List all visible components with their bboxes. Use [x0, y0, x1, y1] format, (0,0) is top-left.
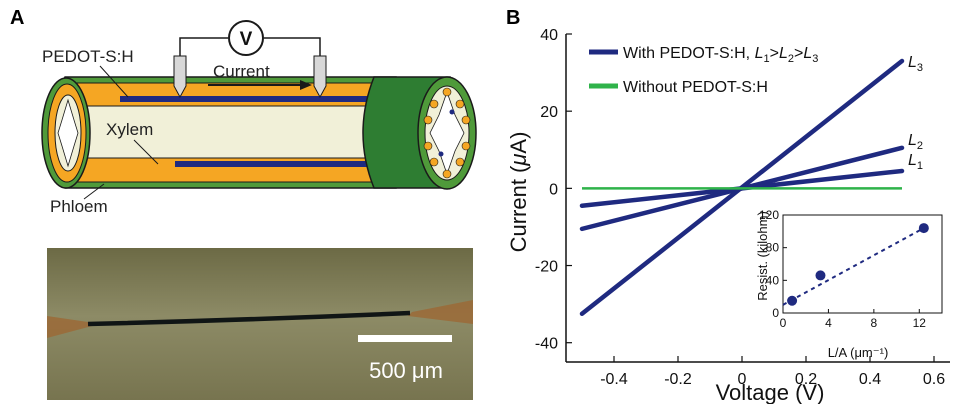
inset-frame — [782, 214, 943, 314]
curve-label-l1: L1 — [908, 152, 923, 172]
current-arrow-head — [300, 80, 312, 90]
inset-point — [787, 295, 798, 306]
legend-sub3: 3 — [812, 53, 818, 65]
inset-x-tick-label: 4 — [825, 316, 832, 330]
legend-gt1: > — [770, 45, 779, 62]
phloem-label: Phloem — [50, 197, 108, 216]
curve-label-l1-sub: 1 — [917, 160, 923, 172]
pedot-leader — [99, 65, 129, 98]
inset-y-tick-label: 40 — [766, 273, 780, 287]
inset-y-tick-label: 120 — [759, 208, 779, 222]
pedot-strip-bottom — [175, 161, 375, 167]
y-tick-label: 0 — [549, 181, 558, 198]
phloem-leader — [83, 183, 105, 200]
micrograph-pedot-wire — [87, 310, 411, 327]
pedot-strip-top — [120, 96, 370, 102]
current-label: Current — [213, 62, 270, 81]
legend-gt2: > — [794, 45, 803, 62]
legend: With PEDOT-S:H, L1>L2>L3 Without PEDOT-S… — [589, 45, 818, 96]
x-tick-label: 0 — [738, 371, 747, 388]
x-tick-label: 0.2 — [795, 371, 817, 388]
inset-x-tick-label: 12 — [913, 316, 927, 330]
y-tick-label: 40 — [540, 27, 558, 44]
curve-label-l2-sub: 2 — [917, 140, 923, 152]
left-cap-star — [57, 98, 79, 168]
legend-sub1: 1 — [763, 53, 769, 65]
inset-plot: 0 40 80 120 0 4 8 12 — [759, 208, 943, 330]
y-axis-title-mu: μ — [506, 154, 531, 167]
inset-x-tick-label: 8 — [871, 316, 878, 330]
y-tick-label: -40 — [535, 336, 558, 353]
y-axis-title: Current (μA) — [506, 132, 531, 253]
legend-sub2: 2 — [788, 53, 794, 65]
curve-label-l3-L: L — [908, 54, 917, 71]
legend-with-prefix: With PEDOT-S:H, — [623, 45, 755, 62]
probe-left — [173, 55, 187, 99]
micrograph-probe-right — [408, 300, 473, 324]
scale-bar — [358, 335, 452, 342]
voltmeter-label: V — [240, 29, 253, 50]
x-tick-label: -0.4 — [600, 371, 628, 388]
y-tick-label: -20 — [535, 259, 558, 276]
x-tick-label: 0.4 — [859, 371, 881, 388]
y-axis-title-suffix: A) — [506, 132, 531, 154]
x-tick-label: 0.6 — [923, 371, 945, 388]
pedot-label: PEDOT-S:H — [42, 47, 134, 66]
scale-bar-label: 500 μm — [369, 358, 443, 383]
legend-l3: L — [803, 45, 812, 62]
legend-l1: L — [755, 45, 764, 62]
curve-label-l2-L: L — [908, 132, 917, 149]
inset-point — [815, 270, 826, 281]
micrograph: 500 μm — [47, 248, 473, 400]
panel-b-letter: B — [506, 7, 520, 29]
curve-label-l3: L3 — [908, 54, 923, 74]
voltmeter — [228, 20, 264, 56]
curve-label-l2: L2 — [908, 132, 923, 152]
y-tick-label: 20 — [540, 104, 558, 121]
inset-point — [918, 223, 929, 234]
x-tick-label: -0.2 — [664, 371, 692, 388]
probe-right — [313, 55, 327, 99]
legend-l2: L — [779, 45, 788, 62]
inset-x-tick-label: 0 — [780, 316, 787, 330]
circuit-wire — [179, 37, 321, 56]
cross-section — [417, 76, 477, 190]
xylem-label: Xylem — [106, 120, 153, 139]
curve-label-l1-L: L — [908, 152, 917, 169]
micrograph-probe-left — [47, 316, 92, 338]
curve-label-l3-sub: 3 — [917, 62, 923, 74]
inset-y-tick-label: 0 — [772, 306, 779, 320]
panel-a-letter: A — [10, 7, 24, 29]
inset-fit-line — [782, 227, 925, 306]
legend-with: With PEDOT-S:H, L1>L2>L3 — [623, 45, 818, 65]
inset-x-title: L/A (μm⁻¹) — [828, 345, 889, 360]
x-axis-title: Voltage (V) — [716, 380, 825, 404]
xylem-core — [69, 105, 397, 159]
panel-a: A — [10, 7, 477, 400]
y-axis-title-prefix: Current ( — [506, 165, 531, 252]
inset-plot-background — [756, 200, 946, 328]
stem-diagram: V Current PEDOT-S:H Xylem Phloem — [41, 20, 477, 216]
inset-y-title: Resist. (kilohm) — [755, 211, 770, 301]
legend-without: Without PEDOT-S:H — [623, 79, 768, 96]
inset-y-tick-label: 80 — [766, 241, 780, 255]
xylem-leader — [133, 139, 159, 165]
